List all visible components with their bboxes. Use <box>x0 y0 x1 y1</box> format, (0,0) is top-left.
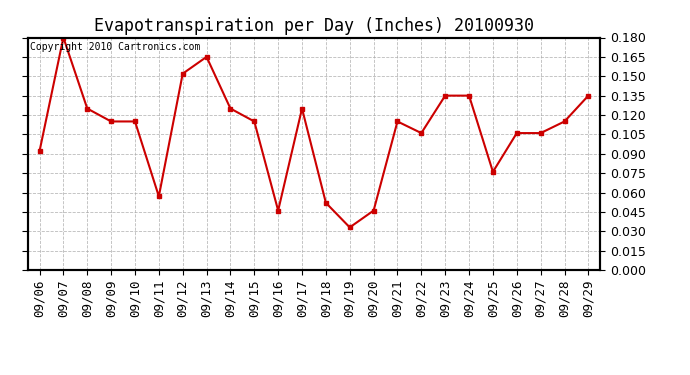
Text: Copyright 2010 Cartronics.com: Copyright 2010 Cartronics.com <box>30 42 201 52</box>
Title: Evapotranspiration per Day (Inches) 20100930: Evapotranspiration per Day (Inches) 2010… <box>94 16 534 34</box>
